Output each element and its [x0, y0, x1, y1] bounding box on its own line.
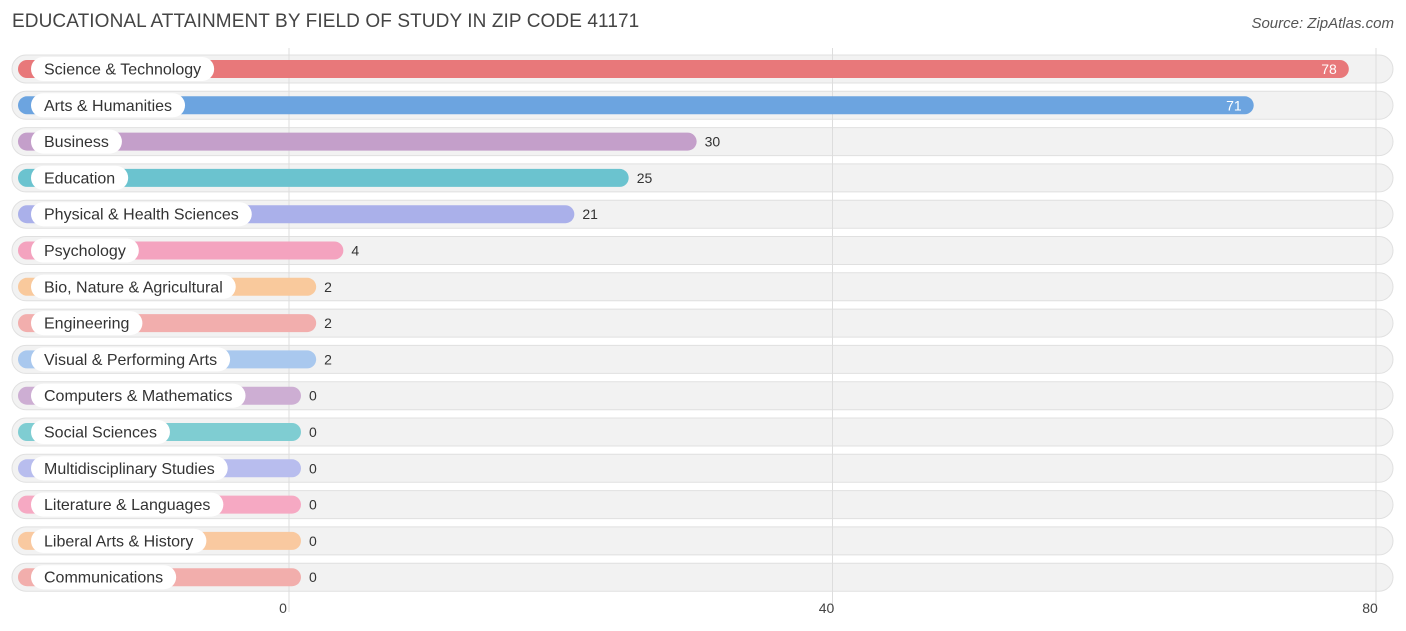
- category-label: Communications: [44, 570, 163, 587]
- category-label: Visual & Performing Arts: [44, 352, 217, 369]
- category-pill: [31, 565, 177, 590]
- category-pill: [31, 57, 215, 81]
- category-pill: [31, 202, 252, 227]
- row-background: [11, 308, 1394, 338]
- category-label: Multidisciplinary Studies: [44, 461, 215, 478]
- tick-label: 80: [1362, 600, 1378, 616]
- value-label: 78: [1321, 61, 1337, 77]
- category-label: Computers & Mathematics: [44, 388, 233, 405]
- row-background: [11, 526, 1394, 556]
- bar: [18, 60, 1349, 78]
- category-label: Engineering: [44, 316, 129, 333]
- value-label: 71: [1226, 97, 1242, 113]
- value-label: 21: [582, 206, 598, 222]
- category-pill: [31, 528, 207, 553]
- value-label: 0: [309, 533, 317, 549]
- category-label: Business: [44, 134, 109, 151]
- value-label: 0: [309, 497, 317, 513]
- value-label: 0: [309, 460, 317, 476]
- row-background: [11, 344, 1394, 374]
- category-label: Education: [44, 170, 115, 187]
- category-pill: [31, 347, 231, 372]
- category-pill: [31, 492, 224, 517]
- category-label: Physical & Health Sciences: [44, 207, 239, 224]
- category-pill: [31, 311, 143, 336]
- category-label: Arts & Humanities: [44, 98, 172, 115]
- category-label: Bio, Nature & Agricultural: [44, 279, 223, 296]
- value-label: 4: [351, 243, 359, 259]
- category-pill: [31, 456, 228, 481]
- source-credit: Source: ZipAtlas.com: [1251, 15, 1394, 32]
- row-background: [11, 562, 1394, 592]
- value-label: 0: [309, 388, 317, 404]
- row-background: [11, 453, 1394, 483]
- category-pill: [31, 274, 236, 299]
- bar: [18, 96, 1254, 115]
- value-label: 2: [324, 351, 332, 367]
- value-label: 2: [324, 279, 332, 295]
- category-pill: [31, 420, 170, 444]
- value-label: 0: [309, 569, 317, 585]
- value-label: 25: [637, 170, 653, 186]
- row-background: [11, 417, 1394, 447]
- chart-title: EDUCATIONAL ATTAINMENT BY FIELD OF STUDY…: [12, 11, 640, 32]
- row-background: [11, 490, 1394, 520]
- category-pill: [31, 383, 246, 408]
- value-label: 30: [705, 134, 721, 150]
- category-pill: [31, 129, 122, 154]
- category-pill: [31, 238, 139, 263]
- category-label: Social Sciences: [44, 425, 157, 442]
- category-label: Literature & Languages: [44, 497, 210, 514]
- category-pill: [31, 165, 129, 190]
- row-background: [11, 272, 1394, 302]
- category-pill: [31, 93, 186, 118]
- bar: [18, 168, 629, 187]
- row-background: [11, 381, 1394, 411]
- category-label: Liberal Arts & History: [44, 533, 193, 550]
- tick-label: 40: [819, 600, 835, 616]
- value-label: 0: [309, 424, 317, 440]
- row-background: [11, 236, 1394, 265]
- category-label: Science & Technology: [44, 62, 201, 79]
- value-label: 2: [324, 315, 332, 331]
- tick-label: 0: [279, 600, 287, 616]
- category-label: Psychology: [44, 243, 126, 260]
- bar: [18, 132, 697, 151]
